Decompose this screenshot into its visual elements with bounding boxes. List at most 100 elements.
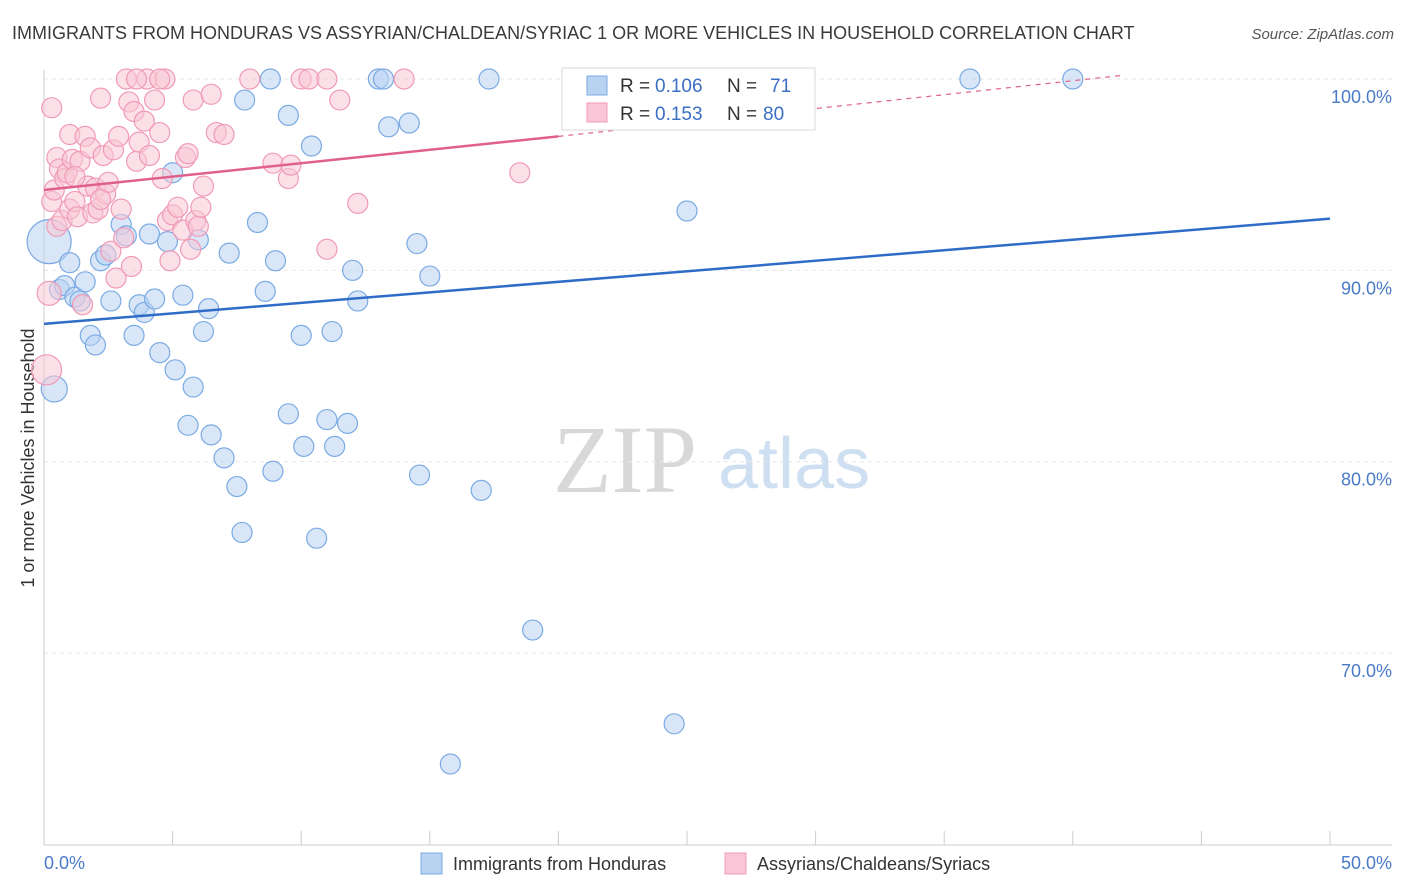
honduras-point-50 [336,412,359,434]
honduras-point-31 [213,447,235,469]
assyrian-point-78 [149,68,171,90]
bottom-legend-swatch-honduras [420,852,443,875]
honduras-point-52 [347,290,369,312]
honduras-point-9 [84,334,107,356]
honduras-point-43 [290,324,312,346]
honduras-point-18 [138,223,161,245]
honduras-point-58 [408,464,431,486]
legend-swatch-assyrian [586,102,608,123]
legend-r-label-1: R = [620,104,650,125]
assyrian-point-31 [110,198,132,220]
assyrian-point-39 [133,110,155,132]
gridlines [44,78,1392,654]
assyrian-trend-line [43,135,559,192]
assyrian-point-32 [113,227,135,249]
assyrian-point-52 [177,143,199,165]
honduras-point-38 [259,68,281,90]
assyrian-point-30 [107,125,130,147]
assyrian-point-61 [213,123,235,146]
honduras-point-66 [676,200,698,222]
watermark-zip: ZIP [553,406,697,513]
honduras-point-26 [182,376,204,398]
bottom-legend-label-assyrian: Assyrians/Chaldeans/Syriacs [757,854,990,874]
assyrian-point-74 [41,97,63,119]
assyrian-point-43 [149,121,171,144]
honduras-point-25 [177,414,199,436]
bottom-legend-swatch-assyrian [724,852,747,875]
y-tick-label-100: 100.0% [1331,87,1392,107]
chart-title: IMMIGRANTS FROM HONDURAS VS ASSYRIAN/CHA… [12,23,1135,43]
legend-n-label-1: N = [727,104,757,125]
chart-source: Source: ZipAtlas.com [1251,26,1394,43]
legend-n-label-0: N = [727,76,757,97]
honduras-point-63 [522,619,544,641]
honduras-point-15 [123,324,145,346]
honduras-point-20 [149,342,171,364]
honduras-point-69 [1062,68,1084,90]
legend-r-value-0: 0.106 [655,76,703,97]
assyrian-point-57 [190,196,212,218]
y-tick-labels: 70.0% 80.0% 90.0% 100.0% [1331,87,1392,681]
honduras-point-4 [59,252,81,274]
assyrian-point-70 [329,89,351,111]
assyrian-point-63 [262,152,284,174]
assyrian-point-23 [89,87,112,109]
assyrian-point-53 [180,238,202,260]
legend-r-label-0: R = [620,76,650,97]
assyrian-point-68 [316,238,338,260]
honduras-point-54 [372,68,395,90]
honduras-point-39 [262,460,284,482]
watermark: ZIP atlas [553,406,870,513]
assyrian-point-27 [100,240,122,262]
honduras-point-47 [316,408,338,431]
watermark-atlas: atlas [718,424,870,504]
assyrian-point-35 [120,255,143,278]
assyrian-point-16 [71,294,94,316]
honduras-point-46 [306,527,328,549]
honduras-point-65 [663,713,685,735]
honduras-point-41 [277,104,299,126]
y-tick-label-80: 80.0% [1341,470,1392,490]
assyrian-point-49 [167,196,189,218]
honduras-point-60 [439,753,461,775]
bottom-legend-label-honduras: Immigrants from Honduras [453,854,666,874]
assyrian-point-1 [36,280,62,306]
assyrian-point-76 [89,188,112,211]
honduras-point-23 [164,359,186,381]
honduras-point-59 [419,265,441,287]
honduras-point-37 [254,280,276,302]
assyrian-point-54 [182,89,204,111]
honduras-point-51 [342,259,364,281]
honduras-point-7 [74,271,96,293]
honduras-point-28 [192,320,215,343]
honduras-point-29 [198,298,220,320]
legend-n-value-1: 80 [763,104,784,125]
assyrian-point-62 [239,68,261,90]
series-assyrian-points [30,68,788,386]
assyrian-point-0 [30,354,63,386]
legend-n-value-0: 71 [770,76,791,97]
honduras-point-33 [226,475,248,498]
honduras-point-32 [218,242,240,264]
honduras-point-30 [200,424,222,446]
y-axis-label: 1 or more Vehicles in Household [18,328,38,587]
honduras-point-55 [378,116,400,138]
x-tick-label-max: 50.0% [1341,853,1392,873]
honduras-trend-line [43,217,1331,326]
assyrian-point-58 [192,175,215,197]
assyrian-point-72 [393,68,415,90]
assyrian-point-56 [187,215,209,237]
honduras-point-24 [172,284,194,306]
honduras-point-42 [277,403,299,425]
assyrian-point-59 [200,83,222,105]
x-tick-marks [43,831,1331,845]
honduras-point-35 [234,89,256,111]
y-tick-label-90: 90.0% [1341,278,1392,298]
honduras-point-49 [324,435,346,457]
honduras-point-45 [300,135,323,157]
honduras-point-19 [143,288,166,310]
honduras-point-40 [264,250,287,272]
honduras-point-56 [398,112,420,134]
assyrian-point-71 [347,192,369,214]
